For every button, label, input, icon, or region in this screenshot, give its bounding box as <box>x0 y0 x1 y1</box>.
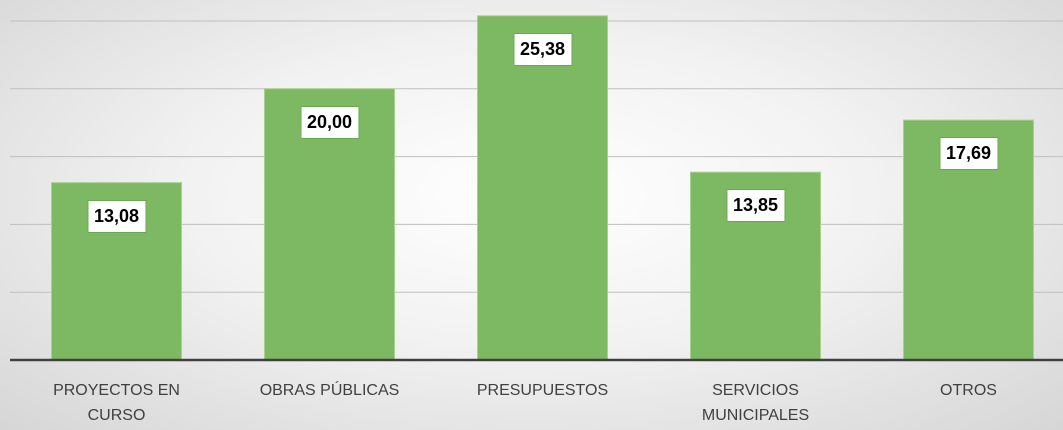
x-tick-label: OTROS <box>940 382 997 399</box>
data-label: 17,69 <box>938 137 999 171</box>
data-label: 13,08 <box>86 199 147 233</box>
x-tick-label: PRESUPUESTOS <box>476 382 609 399</box>
data-label: 20,00 <box>299 105 360 139</box>
bar <box>264 88 395 361</box>
data-label: 13,85 <box>725 189 786 223</box>
bar <box>477 15 608 361</box>
x-tick-label: SERVICIOS MUNICIPALES <box>701 382 810 424</box>
x-tick-label: PROYECTOS EN CURSO <box>53 382 180 424</box>
data-label: 25,38 <box>512 32 573 66</box>
x-tick-label: OBRAS PÚBLICAS <box>259 382 400 399</box>
